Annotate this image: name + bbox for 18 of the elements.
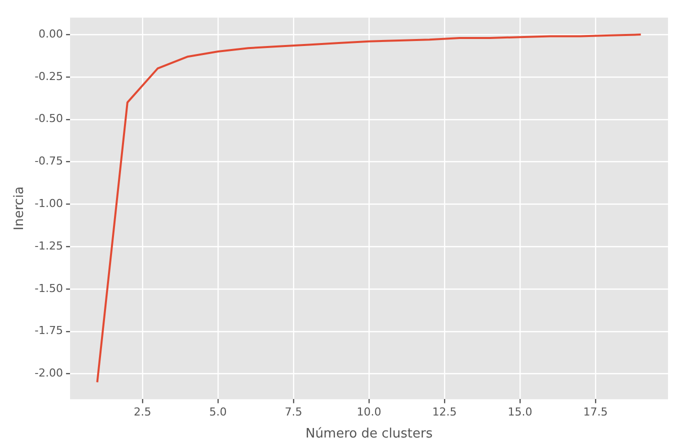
- y-axis-title: Inercia: [12, 186, 28, 230]
- x-tick-label: 2.5: [134, 406, 152, 419]
- y-tick-label: -0.25: [34, 70, 64, 83]
- x-tick-label: 17.5: [583, 406, 608, 419]
- y-tick-label: -1.75: [34, 324, 64, 338]
- x-tick-label: 5.0: [209, 406, 227, 419]
- y-tick-label: 0.00: [38, 27, 64, 40]
- x-axis-title: Número de clusters: [305, 426, 433, 442]
- x-tick-label: 15.0: [508, 406, 532, 419]
- x-tick-label: 10.0: [356, 406, 382, 419]
- y-tick-label: -1.00: [34, 197, 64, 210]
- y-tick-label: -0.75: [34, 154, 64, 168]
- y-tick-label: -0.50: [34, 112, 64, 126]
- y-tick-label: -1.50: [34, 282, 64, 295]
- x-tick-label: 12.5: [432, 406, 457, 419]
- x-tick-label: 7.5: [284, 406, 302, 419]
- y-tick-label: -2.00: [34, 366, 64, 380]
- y-tick-label: -1.25: [34, 239, 64, 252]
